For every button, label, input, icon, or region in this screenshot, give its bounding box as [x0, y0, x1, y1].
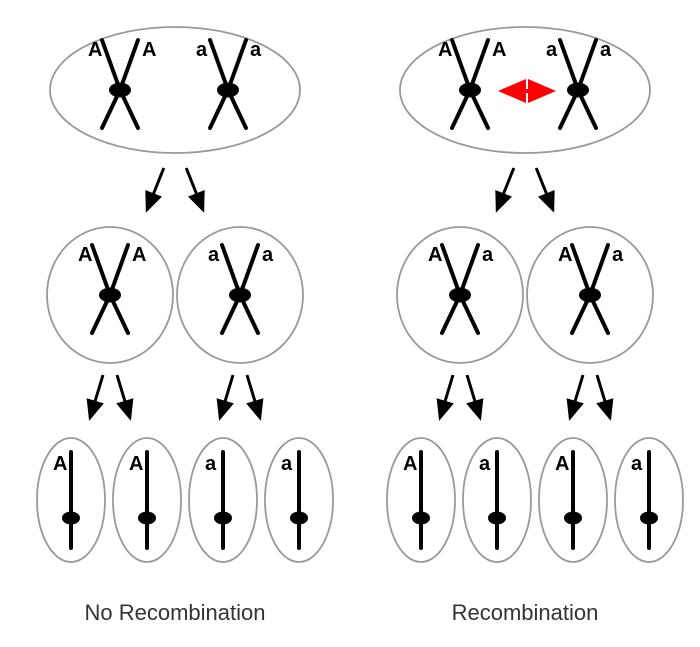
allele-label: a [196, 39, 208, 61]
division-arrow [247, 375, 260, 418]
allele-label: A [558, 244, 572, 266]
panel-caption: Recombination [452, 600, 599, 625]
allele-label: A [129, 453, 143, 475]
allele-label: A [428, 244, 442, 266]
allele-label: a [250, 39, 262, 61]
panel-caption: No Recombination [85, 600, 266, 625]
allele-label: A [492, 39, 506, 61]
single-chromatid: A [555, 452, 582, 548]
allele-label: a [631, 453, 643, 475]
single-chromatid: a [205, 452, 232, 548]
division-arrow [467, 375, 480, 418]
division-arrow [536, 168, 553, 210]
allele-label: A [403, 453, 417, 475]
allele-label: a [479, 453, 491, 475]
single-chromatid: a [631, 452, 658, 548]
x-chromosome: AA [78, 244, 146, 333]
x-chromosome: AA [88, 39, 156, 128]
x-chromosome: aa [546, 39, 612, 128]
x-chromosome: AA [438, 39, 506, 128]
division-arrow [497, 168, 514, 210]
allele-label: A [88, 39, 102, 61]
single-chromatid: A [53, 452, 80, 548]
x-chromosome: Aa [428, 244, 494, 333]
single-chromatid: A [129, 452, 156, 548]
division-arrow [597, 375, 610, 418]
division-arrow [220, 375, 233, 418]
allele-label: a [208, 244, 220, 266]
allele-label: a [600, 39, 612, 61]
allele-label: A [142, 39, 156, 61]
division-arrow [147, 168, 164, 210]
single-chromatid: a [281, 452, 308, 548]
allele-label: a [612, 244, 624, 266]
single-chromatid: a [479, 452, 506, 548]
allele-label: A [438, 39, 452, 61]
x-chromosome: aa [196, 39, 262, 128]
division-arrow [90, 375, 103, 418]
division-arrow [440, 375, 453, 418]
allele-label: A [132, 244, 146, 266]
x-chromosome: Aa [558, 244, 624, 333]
division-arrow [117, 375, 130, 418]
allele-label: A [53, 453, 67, 475]
division-arrow [570, 375, 583, 418]
allele-label: a [546, 39, 558, 61]
allele-label: a [262, 244, 274, 266]
allele-label: a [482, 244, 494, 266]
division-arrow [186, 168, 203, 210]
allele-label: a [205, 453, 217, 475]
single-chromatid: A [403, 452, 430, 548]
allele-label: A [78, 244, 92, 266]
x-chromosome: aa [208, 244, 274, 333]
allele-label: a [281, 453, 293, 475]
meiosis-diagram: AAaaAAaaAAaaNo RecombinationAAaaAaAaAaAa… [0, 0, 700, 647]
allele-label: A [555, 453, 569, 475]
